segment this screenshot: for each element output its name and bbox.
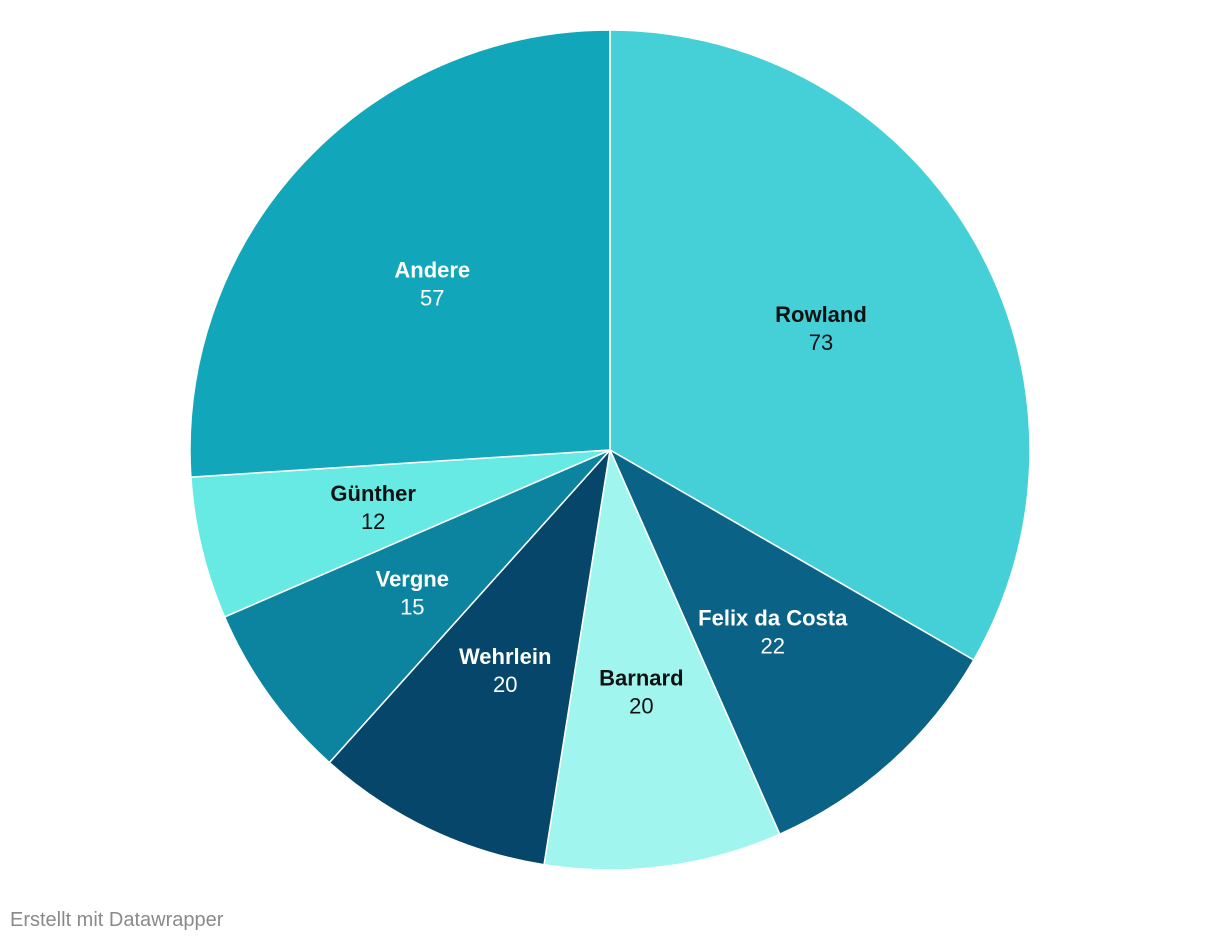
pie-slice-vergne[interactable]	[223, 449, 611, 764]
slice-value-gunther: 12	[361, 509, 385, 534]
slice-value-felix-da-costa: 22	[760, 633, 784, 658]
pie-slice-andere[interactable]	[189, 29, 611, 478]
slice-value-andere: 57	[420, 285, 444, 310]
slice-label-andere: Andere	[394, 257, 470, 282]
slice-value-wehrlein: 20	[493, 672, 517, 697]
slice-label-barnard: Barnard	[599, 666, 683, 691]
slice-value-rowland: 73	[809, 330, 833, 355]
slice-label-felix-da-costa: Felix da Costa	[698, 605, 848, 630]
pie-slices	[189, 29, 1031, 871]
slice-label-vergne: Vergne	[376, 566, 449, 591]
pie-slice-gunther[interactable]	[190, 449, 611, 618]
slice-label-gunther: Günther	[330, 481, 416, 506]
footer-credit[interactable]: Erstellt mit Datawrapper	[10, 909, 224, 931]
pie-slice-felix-da-costa[interactable]	[609, 449, 975, 835]
pie-chart-area: Rowland 73 Felix da Costa 22 Barnard 20 Wehrle…	[189, 29, 1031, 871]
pie-slice-barnard[interactable]	[543, 449, 781, 871]
slice-label-rowland: Rowland	[775, 302, 867, 327]
slice-label-wehrlein: Wehrlein	[459, 644, 552, 669]
pie-chart: Rowland 73 Felix da Costa 22 Barnard 20 Wehrle…	[189, 29, 1031, 871]
pie-slice-wehrlein[interactable]	[328, 449, 611, 866]
slice-value-barnard: 20	[629, 694, 653, 719]
pie-slice-rowland[interactable]	[609, 29, 1031, 661]
pie-labels: Rowland 73 Felix da Costa 22 Barnard 20 Wehrle…	[330, 257, 866, 718]
slice-value-vergne: 15	[400, 594, 424, 619]
